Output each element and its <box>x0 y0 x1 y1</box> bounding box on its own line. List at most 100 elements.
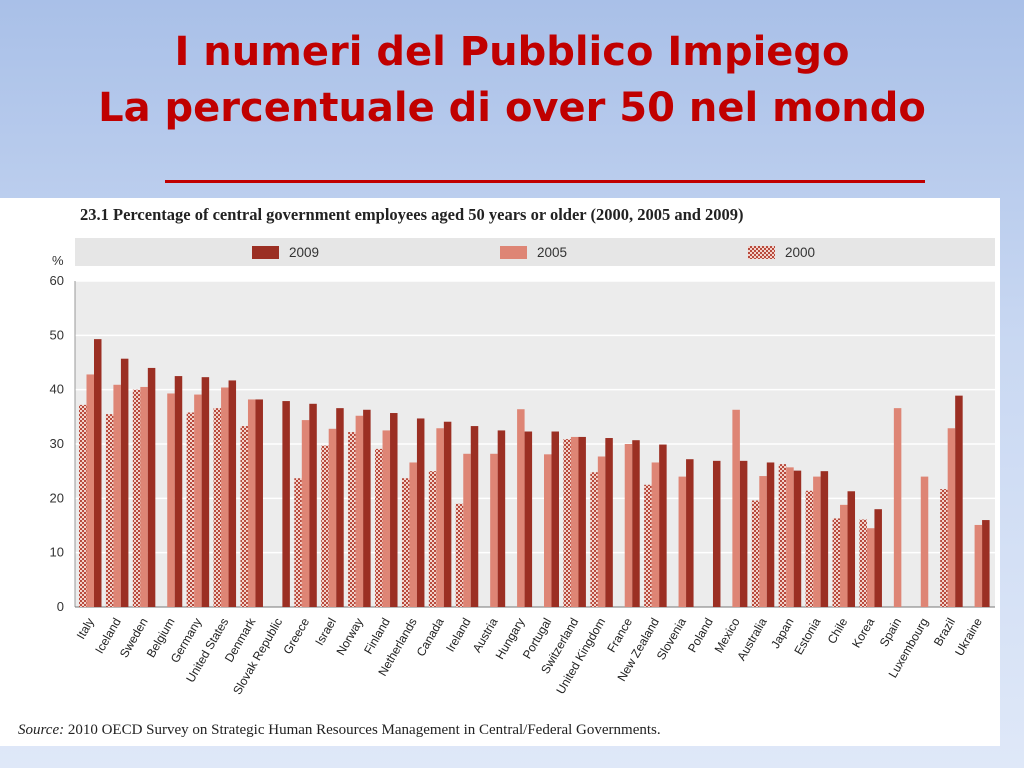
x-tick-label: Norway <box>333 616 365 658</box>
bar-2009-poland <box>712 460 721 607</box>
bar-2009-korea <box>874 509 882 607</box>
bar-2005-iceland <box>113 384 121 607</box>
bar-2000-greece <box>294 478 302 607</box>
title-underline <box>165 180 925 183</box>
bar-2005-germany <box>194 394 202 607</box>
bar-2005-hungary <box>517 409 525 607</box>
slide-title-line-2: La percentuale di over 50 nel mondo <box>98 85 926 131</box>
bar-2000-brazil <box>940 489 948 607</box>
bar-2009-israel <box>336 408 344 607</box>
bar-2005-finland <box>382 430 391 607</box>
bar-2000-norway <box>348 432 356 607</box>
bar-2009-ukraine <box>982 520 990 607</box>
x-tick-label: Ukraine <box>952 615 985 658</box>
y-axis-label: % <box>52 253 64 268</box>
y-tick-label: 0 <box>57 599 64 614</box>
bar-2005-switzerland <box>570 436 579 607</box>
bar-2000-finland <box>375 448 383 607</box>
x-tick-label: Italy <box>74 616 97 642</box>
chart-title: 23.1 Percentage of central government em… <box>80 205 744 224</box>
bar-2000-italy <box>79 404 87 607</box>
x-tick-label: Korea <box>849 615 877 650</box>
bar-2005-chile <box>840 504 848 607</box>
bar-2005-israel <box>328 428 337 607</box>
bar-2005-luxembourg <box>920 476 929 607</box>
bar-2000-canada <box>428 471 437 607</box>
x-tick-label: Spain <box>877 616 904 650</box>
bar-2005-japan <box>786 467 794 607</box>
legend-swatch-2005 <box>500 246 527 259</box>
bar-2000-israel <box>321 445 329 607</box>
legend-band <box>75 238 995 266</box>
bar-2009-mexico <box>739 460 748 607</box>
bar-2000-estonia <box>805 490 814 607</box>
bar-2000-iceland <box>105 414 114 607</box>
bar-2009-austria <box>497 430 506 607</box>
x-tick-label: Greece <box>280 615 312 656</box>
bar-2005-ukraine <box>974 524 983 607</box>
bar-2005-sweden <box>140 386 148 607</box>
bar-2009-greece <box>309 403 317 607</box>
slide-title-line-1: I numeri del Pubblico Impiego <box>174 29 850 75</box>
x-tick-label: Estonia <box>791 615 823 657</box>
bar-2009-australia <box>766 462 775 607</box>
bar-2005-portugal <box>544 454 552 607</box>
bar-2005-ireland <box>463 453 471 607</box>
bar-2005-brazil <box>947 428 956 607</box>
source-label: Source: <box>18 722 65 738</box>
bar-2000-sweden <box>132 389 141 607</box>
bar-2000-denmark <box>240 426 248 607</box>
bar-2009-germany <box>201 377 210 607</box>
bar-2005-mexico <box>732 409 740 607</box>
bar-2009-ireland <box>470 426 479 607</box>
bar-2009-norway <box>363 409 371 607</box>
bar-2000-germany <box>186 412 195 607</box>
bar-2009-new-zealand <box>659 444 667 607</box>
bar-2009-slovak-republic <box>282 401 290 607</box>
bar-2005-united-states <box>221 387 229 607</box>
bar-2009-netherlands <box>416 418 425 607</box>
bar-2009-estonia <box>820 471 829 607</box>
bar-2009-slovenia <box>686 459 694 607</box>
slide-title: I numeri del Pubblico Impiego La percent… <box>0 24 1024 136</box>
bar-2005-belgium <box>167 393 175 607</box>
y-tick-label: 30 <box>50 436 64 451</box>
bar-2009-united-states <box>228 380 237 607</box>
bar-2005-austria <box>490 453 498 607</box>
source-text: 2010 OECD Survey on Strategic Human Reso… <box>67 722 661 738</box>
x-tick-label: Israel <box>312 616 339 648</box>
bar-2005-new-zealand <box>651 462 660 607</box>
bar-2000-korea <box>859 519 867 607</box>
bar-2000-ireland <box>455 503 464 607</box>
legend-swatch-2009 <box>252 246 279 259</box>
bar-2009-united-kingdom <box>605 438 613 607</box>
y-tick-label: 50 <box>50 327 64 342</box>
bar-2000-united-states <box>213 408 222 607</box>
bar-2005-denmark <box>247 399 256 607</box>
source-note: Source: 2010 OECD Survey on Strategic Hu… <box>18 722 661 739</box>
bar-2000-chile <box>832 518 841 607</box>
bar-2005-france <box>624 444 633 607</box>
bar-2000-united-kingdom <box>590 472 598 607</box>
bar-2005-australia <box>759 476 767 607</box>
bar-2009-brazil <box>955 395 963 607</box>
bar-2005-netherlands <box>409 462 417 607</box>
bar-2009-denmark <box>255 399 263 607</box>
bar-2009-belgium <box>174 376 183 607</box>
bar-2005-italy <box>86 374 94 607</box>
legend-label-2005: 2005 <box>537 245 567 260</box>
bar-2009-portugal <box>551 431 559 607</box>
legend-label-2009: 2009 <box>289 245 319 260</box>
bar-2009-canada <box>443 421 452 607</box>
y-tick-label: 10 <box>50 545 64 560</box>
bars <box>79 339 990 607</box>
bar-2000-japan <box>778 464 787 607</box>
bar-2009-japan <box>793 470 802 607</box>
y-tick-label: 40 <box>50 382 64 397</box>
bar-2005-united-kingdom <box>597 456 606 607</box>
bar-2009-finland <box>390 413 398 607</box>
bar-2009-france <box>632 440 640 607</box>
bar-2009-iceland <box>120 358 129 607</box>
